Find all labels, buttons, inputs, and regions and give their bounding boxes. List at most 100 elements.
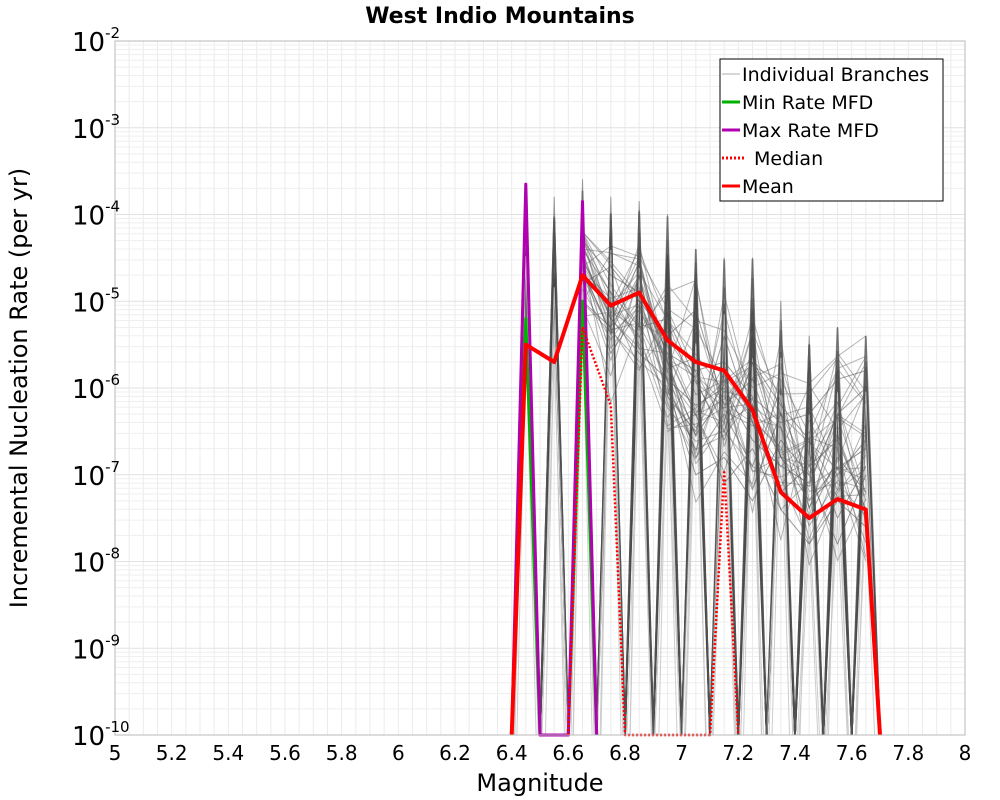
branch-line [658,356,681,736]
branch-line [681,343,707,736]
y-tick-label: 10-4 [72,198,120,232]
branch-line [582,249,867,403]
branch-line [582,273,867,562]
branch-line [624,201,654,736]
branch-line [771,415,790,736]
branch-line [582,257,867,484]
branch-line [710,314,736,736]
branch-line [582,231,867,487]
y-tick-label: 10-10 [72,718,130,752]
branch-line [541,287,569,736]
branch-line [667,387,867,545]
legend-box [719,58,944,202]
branch-line [545,333,565,736]
branch-line [768,357,794,736]
y-tick-label: 10-8 [72,545,120,579]
branch-line [851,335,881,736]
branch-line [582,231,867,478]
branch-line [824,518,848,736]
branch-line [599,249,624,736]
x-tick-label: 8 [959,741,972,765]
branch-line [794,335,824,736]
branch-line [850,385,881,736]
branch-line [596,196,626,736]
branch-line [582,261,867,517]
branch-line [582,266,867,502]
y-tick-label: 10-2 [72,24,120,58]
x-tick-labels: 5 5.2 5.4 5.6 5.8 6 6.2 6.4 6.6 6.8 7 7.2 7.4 7.6 7.8 8 [109,741,972,765]
branch-line [582,271,867,452]
branch-line [737,257,768,736]
x-tick-label: 7.4 [779,741,811,765]
branch-line [582,274,867,510]
branch-line [582,251,866,471]
branch-line [570,281,595,736]
branch-line [797,509,820,736]
branch-line [539,196,569,736]
branch-line [582,265,867,508]
branch-line [652,214,683,736]
branch-line [711,381,735,736]
branch-line [822,430,853,736]
branch-line [712,407,737,736]
branch-line [582,248,867,519]
branch-line [654,380,678,736]
branch-line [766,395,794,736]
x-tick-label: 5.8 [326,741,358,765]
x-tick-label: 7 [675,741,688,765]
branch-line [582,244,867,518]
legend-label: Max Rate MFD [742,120,879,142]
branch-line [582,268,867,566]
y-axis-label: Incremental Nucleation Rate (per yr) [5,168,33,608]
x-tick-label: 5.2 [156,741,188,765]
branch-line [709,257,739,736]
x-tick-label: 5.4 [212,741,244,765]
y-tick-label: 10-5 [72,284,120,318]
x-tick-label: 7.2 [722,741,754,765]
branch-line [582,253,867,487]
branch-line [582,240,866,424]
branch-line [582,243,867,466]
legend: Individual Branches Min Rate MFD Max Rate … [719,58,944,202]
legend-label: Mean [742,176,794,198]
branch-line [582,256,867,510]
x-tick-label: 6.6 [552,741,584,765]
branch-line [822,326,853,736]
x-tick-label: 6.2 [439,741,471,765]
x-axis-label: Magnitude [476,769,603,797]
x-tick-label: 5.6 [269,741,301,765]
x-tick-label: 7.6 [836,741,868,765]
branch-line [596,263,625,736]
y-tick-labels: 10-10 10-9 10-8 10-7 10-6 10-5 10-4 10-3 10-2 [72,24,130,752]
y-tick-label: 10-6 [72,371,120,405]
branch-line [828,392,848,736]
legend-label: Individual Branches [742,64,929,86]
branch-line [681,248,711,736]
branch-line [629,267,652,736]
x-tick-label: 6.8 [609,741,641,765]
branch-line [582,289,867,511]
branch-line [582,248,867,540]
plot-frame [114,40,966,736]
branch-line [582,231,867,434]
branch-line [582,270,867,494]
grid [114,41,966,736]
x-tick-label: 7.8 [892,741,924,765]
legend-label: Median [754,148,823,170]
branch-line [582,260,867,558]
y-tick-label: 10-3 [72,111,120,145]
chart-title: West Indio Mountains [365,4,635,29]
branch-line [667,413,867,545]
branch-line [582,231,867,467]
branch-line [582,260,867,491]
x-tick-label: 6 [392,741,405,765]
branch-line [766,300,796,736]
branch-line [582,243,867,562]
legend-label: Min Rate MFD [742,92,873,114]
y-tick-label: 10-9 [72,631,120,665]
branch-line [582,277,866,511]
branch-line [582,231,867,470]
branch-line [582,275,867,514]
x-tick-label: 5 [109,741,122,765]
